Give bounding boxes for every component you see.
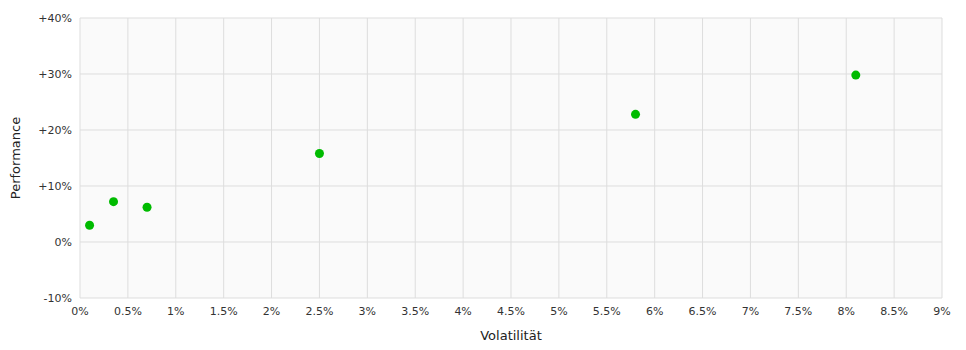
grid-line-x [702,18,703,298]
y-tick-label: +10% [38,180,72,193]
grid-line-y [80,242,942,243]
grid-line-x [654,18,655,298]
grid-line-y [80,130,942,131]
x-tick-label: 4.5% [497,305,525,318]
x-tick-label: 7% [742,305,759,318]
grid-line-y [80,298,942,299]
x-tick-label: 5.5% [593,305,621,318]
y-tick-label: 0% [55,236,72,249]
point [851,71,860,80]
grid-line-y [80,186,942,187]
point [85,221,94,230]
points [85,71,860,230]
grid-line-x [175,18,176,298]
grid-line-x [80,18,81,298]
x-tick-label: 0% [71,305,88,318]
chart: 0% 0.5% 1% 1.5% 2% 2.5% 3% 3.5% 4% 4.5% 5% 5.5% 6% 6.… [0,0,966,350]
grid-line-y [80,74,942,75]
grid-line-x [367,18,368,298]
x-tick-label: 0.5% [114,305,142,318]
x-tick-label: 6% [646,305,663,318]
x-tick-label: 5% [550,305,567,318]
grid-line-x [750,18,751,298]
grid-line-x [846,18,847,298]
x-tick-label: 1% [167,305,184,318]
x-tick-label: 7.5% [784,305,812,318]
grid-line-x [415,18,416,298]
x-tick-label: 2% [263,305,280,318]
grid-line-x [942,18,943,298]
grid [80,18,942,298]
grid-line-x [127,18,128,298]
x-axis-label: Volatilität [480,328,542,343]
x-tick-label: 3.5% [401,305,429,318]
point [143,203,152,212]
grid-line-y [80,18,942,19]
grid-line-x [271,18,272,298]
x-tick-label: 9% [933,305,950,318]
y-tick-label: +20% [38,124,72,137]
grid-line-x [463,18,464,298]
grid-line-x [511,18,512,298]
point [631,110,640,119]
axes: 0% 0.5% 1% 1.5% 2% 2.5% 3% 3.5% 4% 4.5% 5% 5.5% 6% 6.… [38,12,950,318]
grid-line-x [223,18,224,298]
y-axis-label: Performance [8,117,23,199]
y-tick-label: +30% [38,68,72,81]
x-tick-label: 4% [454,305,471,318]
grid-line-x [606,18,607,298]
grid-line-x [798,18,799,298]
x-tick-label: 6.5% [689,305,717,318]
grid-line-x [894,18,895,298]
y-tick-label: +40% [38,12,72,25]
grid-line-x [558,18,559,298]
x-tick-label: 8% [837,305,854,318]
x-tick-label: 3% [359,305,376,318]
point [315,149,324,158]
y-tick-label: -10% [44,292,72,305]
x-tick-label: 2.5% [305,305,333,318]
plot-area [80,18,942,298]
x-tick-label: 8.5% [880,305,908,318]
x-tick-label: 1.5% [210,305,238,318]
point [109,197,118,206]
